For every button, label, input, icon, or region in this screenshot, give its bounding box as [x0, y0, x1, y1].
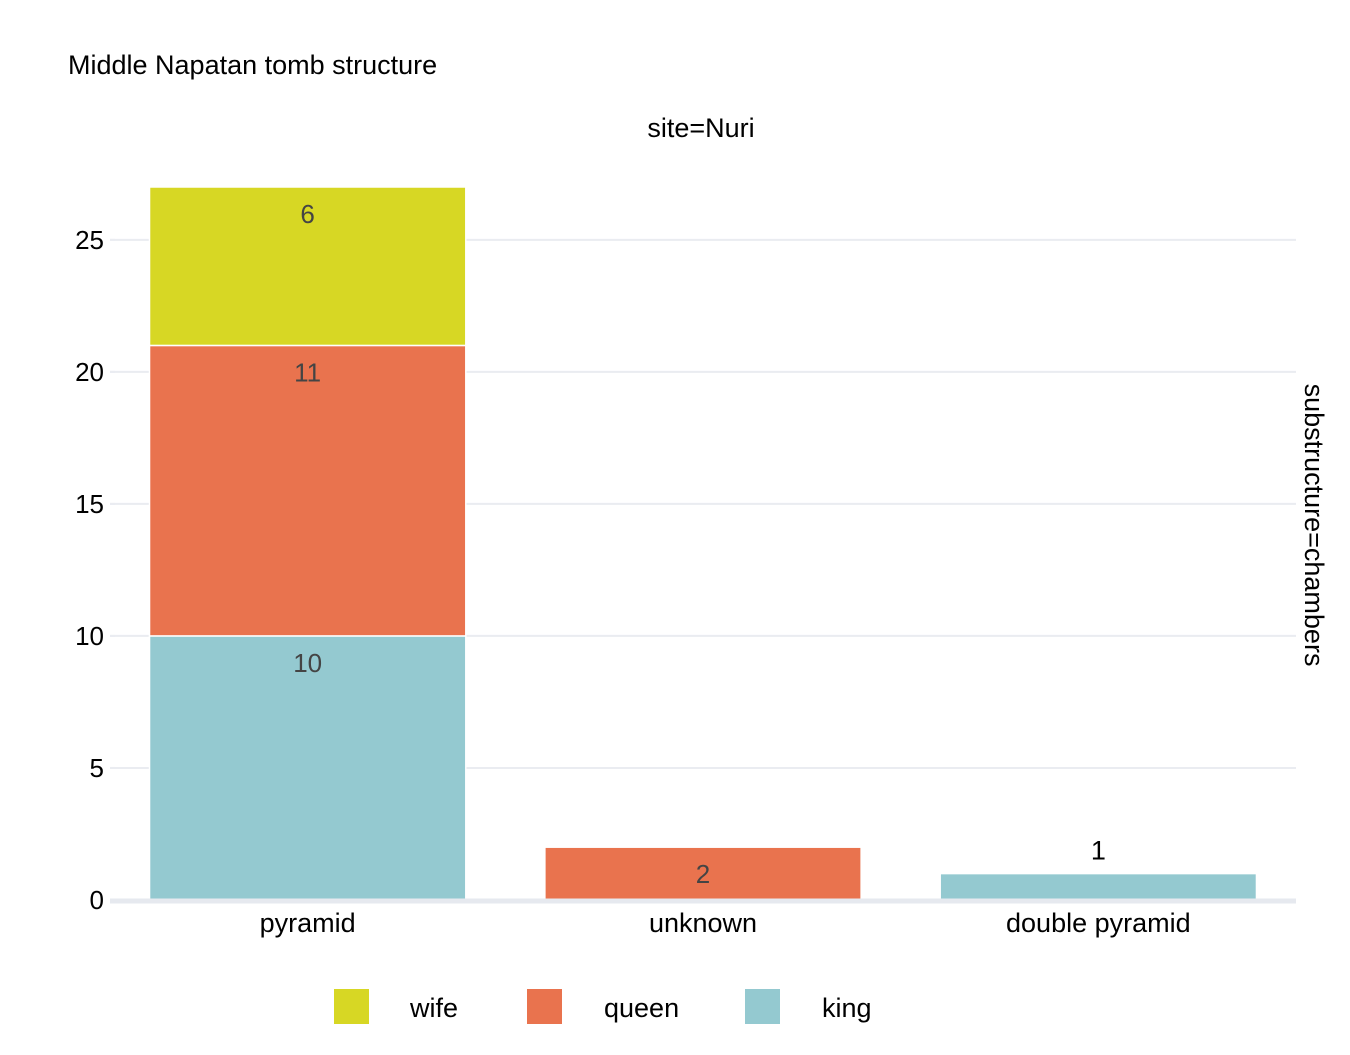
- legend-swatch-king: [745, 989, 780, 1024]
- facet-column-label: site=Nuri: [647, 113, 754, 143]
- y-tick-label: 25: [75, 225, 104, 255]
- axes: 0 5 10 15 20 25 pyramid unknown double pyramid: [75, 225, 1296, 938]
- legend-swatch-queen: [527, 989, 562, 1024]
- facet-row-label: substructure=chambers: [1299, 384, 1329, 667]
- legend-label-wife: wife: [409, 993, 458, 1023]
- bar-queen-unknown: [544, 846, 862, 901]
- y-tick-label: 20: [75, 357, 104, 387]
- data-label: 10: [293, 648, 322, 678]
- bar-queen-pyramid: [148, 344, 467, 637]
- x-tick-label: double pyramid: [1006, 908, 1191, 938]
- x-tick-label: pyramid: [260, 908, 356, 938]
- bar-wife-pyramid: [148, 186, 467, 347]
- bars: [148, 186, 1258, 901]
- legend: wife queen king: [334, 989, 872, 1024]
- data-label: 1: [1091, 836, 1106, 866]
- y-tick-label: 10: [75, 621, 104, 651]
- legend-label-queen: queen: [604, 993, 679, 1023]
- legend-swatch-wife: [334, 989, 369, 1024]
- legend-label-king: king: [822, 993, 872, 1023]
- chart-title: Middle Napatan tomb structure: [68, 50, 437, 80]
- bar-king-double-pyramid: [939, 872, 1258, 901]
- data-label: 11: [294, 357, 321, 387]
- x-tick-label: unknown: [649, 908, 757, 938]
- data-label: 6: [300, 199, 314, 229]
- bar-king-pyramid: [148, 635, 467, 901]
- y-tick-label: 15: [75, 489, 104, 519]
- y-tick-label: 0: [90, 885, 104, 915]
- data-labels: 10 11 6 2 1: [293, 199, 1106, 889]
- y-tick-label: 5: [90, 753, 104, 783]
- data-label: 2: [696, 859, 710, 889]
